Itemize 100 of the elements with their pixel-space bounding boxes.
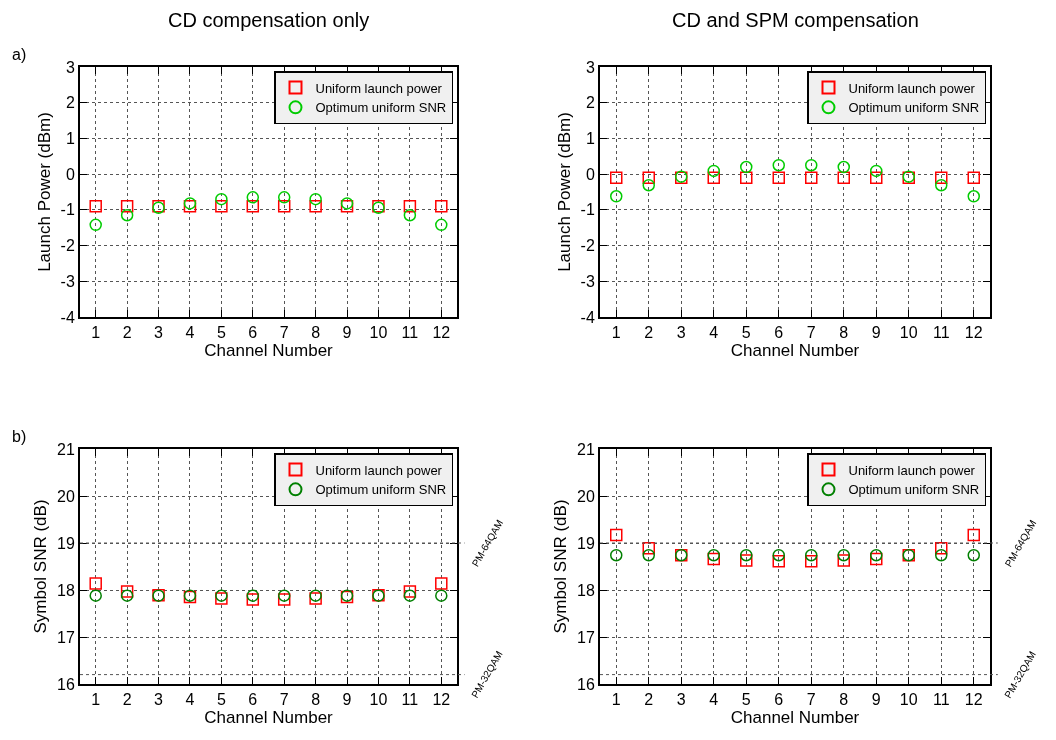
point bbox=[89, 200, 102, 213]
y-tick-label: 20 bbox=[57, 487, 75, 505]
point bbox=[967, 190, 980, 203]
point bbox=[805, 158, 818, 172]
x-tick-label: 5 bbox=[741, 324, 751, 342]
point bbox=[870, 548, 883, 562]
y-axis-title: Symbol SNR (dB) bbox=[31, 499, 51, 634]
point bbox=[277, 191, 291, 204]
point bbox=[707, 548, 720, 562]
y-tick-label: -1 bbox=[60, 201, 75, 219]
y-tick-label: -4 bbox=[60, 308, 75, 326]
point bbox=[435, 589, 448, 602]
x-tick-label: 9 bbox=[342, 324, 352, 342]
x-axis-title: Channel Number bbox=[730, 341, 860, 361]
x-tick-label: 3 bbox=[676, 324, 686, 342]
chart-title: CD compensation only bbox=[168, 9, 370, 31]
y-tick-label: 0 bbox=[585, 165, 595, 183]
point bbox=[642, 178, 655, 192]
x-tick-label: 6 bbox=[248, 691, 258, 709]
x-tick-label: 11 bbox=[932, 324, 950, 342]
x-tick-label: 12 bbox=[964, 691, 983, 709]
y-tick-label: 1 bbox=[65, 130, 75, 148]
x-tick-label: 4 bbox=[709, 324, 719, 342]
x-tick-label: 8 bbox=[311, 691, 321, 709]
point bbox=[740, 554, 753, 567]
point bbox=[740, 548, 753, 562]
y-tick-label: 1 bbox=[585, 130, 595, 148]
x-tick-label: 3 bbox=[676, 691, 686, 709]
x-tick-label: 11 bbox=[932, 691, 950, 709]
point bbox=[215, 192, 228, 206]
x-tick-label: 2 bbox=[122, 691, 132, 709]
point bbox=[772, 548, 785, 562]
point bbox=[120, 208, 134, 222]
point bbox=[610, 171, 623, 184]
x-tick-label: 9 bbox=[871, 691, 881, 709]
legend-label: Uniform launch power bbox=[848, 462, 976, 478]
y-tick-label: 2 bbox=[65, 94, 75, 112]
legend-label: Optimum uniform SNR bbox=[848, 100, 980, 116]
point bbox=[967, 548, 980, 562]
point bbox=[246, 191, 260, 204]
x-tick-label: 4 bbox=[185, 691, 195, 709]
point bbox=[805, 171, 818, 184]
point bbox=[772, 171, 785, 184]
point bbox=[772, 158, 785, 172]
y-axis-title: Launch Power (dBm) bbox=[554, 112, 574, 272]
point bbox=[403, 585, 417, 598]
y-tick-label: 17 bbox=[577, 628, 595, 646]
x-tick-label: 8 bbox=[311, 324, 321, 342]
x-tick-label: 1 bbox=[611, 691, 621, 709]
point bbox=[805, 555, 818, 568]
text: b) bbox=[12, 428, 27, 445]
y-tick-label: -3 bbox=[580, 272, 595, 290]
x-tick-label: 7 bbox=[806, 691, 816, 709]
point bbox=[805, 548, 818, 562]
point bbox=[246, 200, 260, 213]
x-tick-label: 10 bbox=[899, 691, 918, 709]
point bbox=[935, 171, 948, 184]
legend-label: Uniform launch power bbox=[315, 80, 443, 96]
point bbox=[642, 171, 655, 184]
x-tick-label: 6 bbox=[774, 324, 784, 342]
point bbox=[837, 548, 850, 562]
x-tick-label: 3 bbox=[154, 691, 164, 709]
point bbox=[246, 593, 260, 606]
x-tick-label: 8 bbox=[839, 691, 849, 709]
legend-label: Optimum uniform SNR bbox=[315, 100, 447, 116]
point bbox=[403, 200, 417, 213]
point bbox=[707, 552, 720, 566]
legend-label: Uniform launch power bbox=[848, 80, 976, 96]
y-tick-label: 19 bbox=[57, 534, 75, 552]
x-tick-label: 11 bbox=[401, 691, 419, 709]
y-tick-label: 16 bbox=[577, 675, 595, 693]
y-tick-label: -2 bbox=[580, 237, 595, 255]
point bbox=[89, 589, 102, 602]
x-tick-label: 7 bbox=[279, 691, 289, 709]
point bbox=[309, 200, 322, 213]
y-tick-label: 16 bbox=[57, 675, 75, 693]
x-axis-title: Channel Number bbox=[204, 341, 334, 361]
y-tick-label: -1 bbox=[580, 201, 595, 219]
legend-label: Optimum uniform SNR bbox=[848, 482, 980, 498]
x-tick-label: 1 bbox=[611, 324, 621, 342]
point bbox=[277, 593, 291, 606]
point bbox=[837, 171, 850, 184]
point bbox=[610, 548, 623, 562]
point bbox=[837, 554, 850, 567]
point bbox=[967, 171, 980, 184]
point bbox=[89, 577, 102, 590]
point bbox=[967, 528, 980, 542]
x-tick-label: 8 bbox=[839, 324, 849, 342]
point bbox=[870, 164, 883, 178]
point bbox=[740, 160, 753, 174]
x-tick-label: 2 bbox=[644, 324, 654, 342]
point bbox=[610, 190, 623, 203]
point bbox=[740, 171, 753, 184]
x-tick-label: 4 bbox=[709, 691, 719, 709]
x-tick-label: 5 bbox=[216, 324, 226, 342]
x-tick-label: 7 bbox=[806, 324, 816, 342]
y-tick-label: 21 bbox=[577, 440, 595, 458]
x-tick-label: 10 bbox=[369, 691, 388, 709]
y-tick-label: 3 bbox=[65, 58, 75, 76]
point bbox=[642, 541, 655, 555]
